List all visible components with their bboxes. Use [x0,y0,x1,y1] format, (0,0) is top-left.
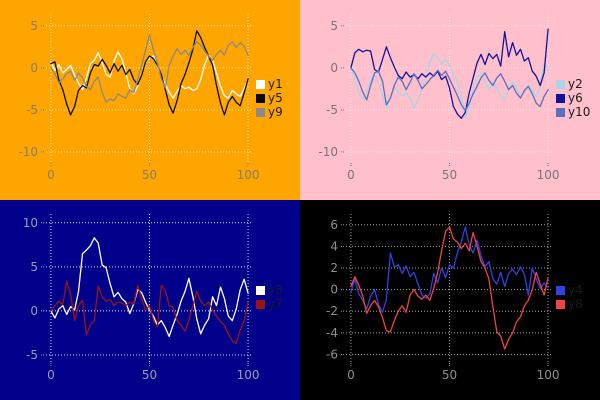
x-tick-label: 50 [142,168,157,182]
series-line-y7 [50,280,249,345]
y-tick-label: 10 [23,216,38,230]
y-tick-label: 5 [30,260,38,274]
legend-swatch [556,108,565,117]
series-line-y8 [350,226,549,350]
legend-item: y8 [556,298,583,311]
legend-label: y9 [268,105,283,119]
series-line-y2 [350,52,549,119]
legend-label: y4 [568,283,583,297]
legend-label: y5 [268,91,283,105]
legend-item: y6 [556,92,590,105]
legend-item: y10 [556,106,590,119]
legend: y4 y8 [556,284,583,311]
legend: y2 y6 y10 [556,78,590,119]
plot-area: 50-5-100 50 100 [18,14,260,182]
y-tick-label: 5 [30,19,38,33]
legend-item: y4 [556,284,583,297]
y-tick-label: 6 [330,218,338,232]
series-line-y3 [50,237,249,338]
y-tick-label: 0 [30,61,38,75]
legend: y3 y7 [256,284,283,311]
x-tick-label: 100 [237,368,260,382]
y-tick-label: -10 [318,145,338,159]
legend-item: y2 [556,78,590,91]
legend-label: y8 [568,297,583,311]
x-tick-label: 50 [442,168,457,182]
legend-label: y2 [568,77,583,91]
y-tick-label: -5 [26,348,38,362]
legend-label: y1 [268,77,283,91]
y-tick-label: -4 [326,326,338,340]
plot-area: 50-5-100 50 100 [318,14,560,182]
plot-area: 6 4 2 0 -2 -4 -6 0 50 100 [326,214,560,382]
legend-swatch [556,80,565,89]
x-tick-label: 50 [442,368,457,382]
legend-swatch [556,300,565,309]
y-tick-label: 0 [330,283,338,297]
y-tick-label: 2 [330,261,338,275]
x-tick-label: 0 [47,368,55,382]
legend-label: y7 [268,297,283,311]
legend-item: y9 [256,106,283,119]
y-tick-label: 4 [330,239,338,253]
legend-label: y10 [568,105,591,119]
legend-swatch [556,94,565,103]
series-line-y10 [350,67,549,112]
chart-top-right: 5 0 -5 -10 0 50 100 y2 y6 y10 [300,0,600,200]
legend-swatch [256,286,265,295]
chart-top-left: 5 0 -5 -10 0 50 100 y1 y5 y9 [0,0,300,200]
legend-item: y5 [256,92,283,105]
x-tick-label: 0 [347,368,355,382]
series-line-y9 [50,34,249,103]
y-tick-label: -5 [26,103,38,117]
x-tick-label: 0 [347,168,355,182]
x-tick-label: 0 [47,168,55,182]
legend-item: y7 [256,298,283,311]
series-line-y4 [350,226,549,313]
legend-swatch [256,300,265,309]
y-tick-label: 0 [330,61,338,75]
y-tick-label: -2 [326,304,338,318]
x-tick-label: 50 [142,368,157,382]
series-line-y6 [350,28,549,119]
legend-swatch [256,94,265,103]
series-line-y5 [50,30,249,116]
x-tick-label: 100 [237,168,260,182]
legend: y1 y5 y9 [256,78,283,119]
y-tick-label: 5 [330,19,338,33]
chart-bottom-right: 6 4 2 0 -2 -4 -6 0 50 100 y4 y8 [300,200,600,400]
y-tick-label: -6 [326,347,338,361]
legend-label: y6 [568,91,583,105]
x-tick-label: 100 [537,368,560,382]
x-tick-label: 100 [537,168,560,182]
legend-item: y3 [256,284,283,297]
legend-swatch [556,286,565,295]
y-tick-label: -10 [18,145,38,159]
legend-item: y1 [256,78,283,91]
legend-swatch [256,108,265,117]
y-tick-label: 0 [30,304,38,318]
y-tick-label: -5 [326,103,338,117]
legend-swatch [256,80,265,89]
legend-label: y3 [268,283,283,297]
chart-bottom-left: 10 5 0 -5 0 50 100 y3 y7 [0,200,300,400]
